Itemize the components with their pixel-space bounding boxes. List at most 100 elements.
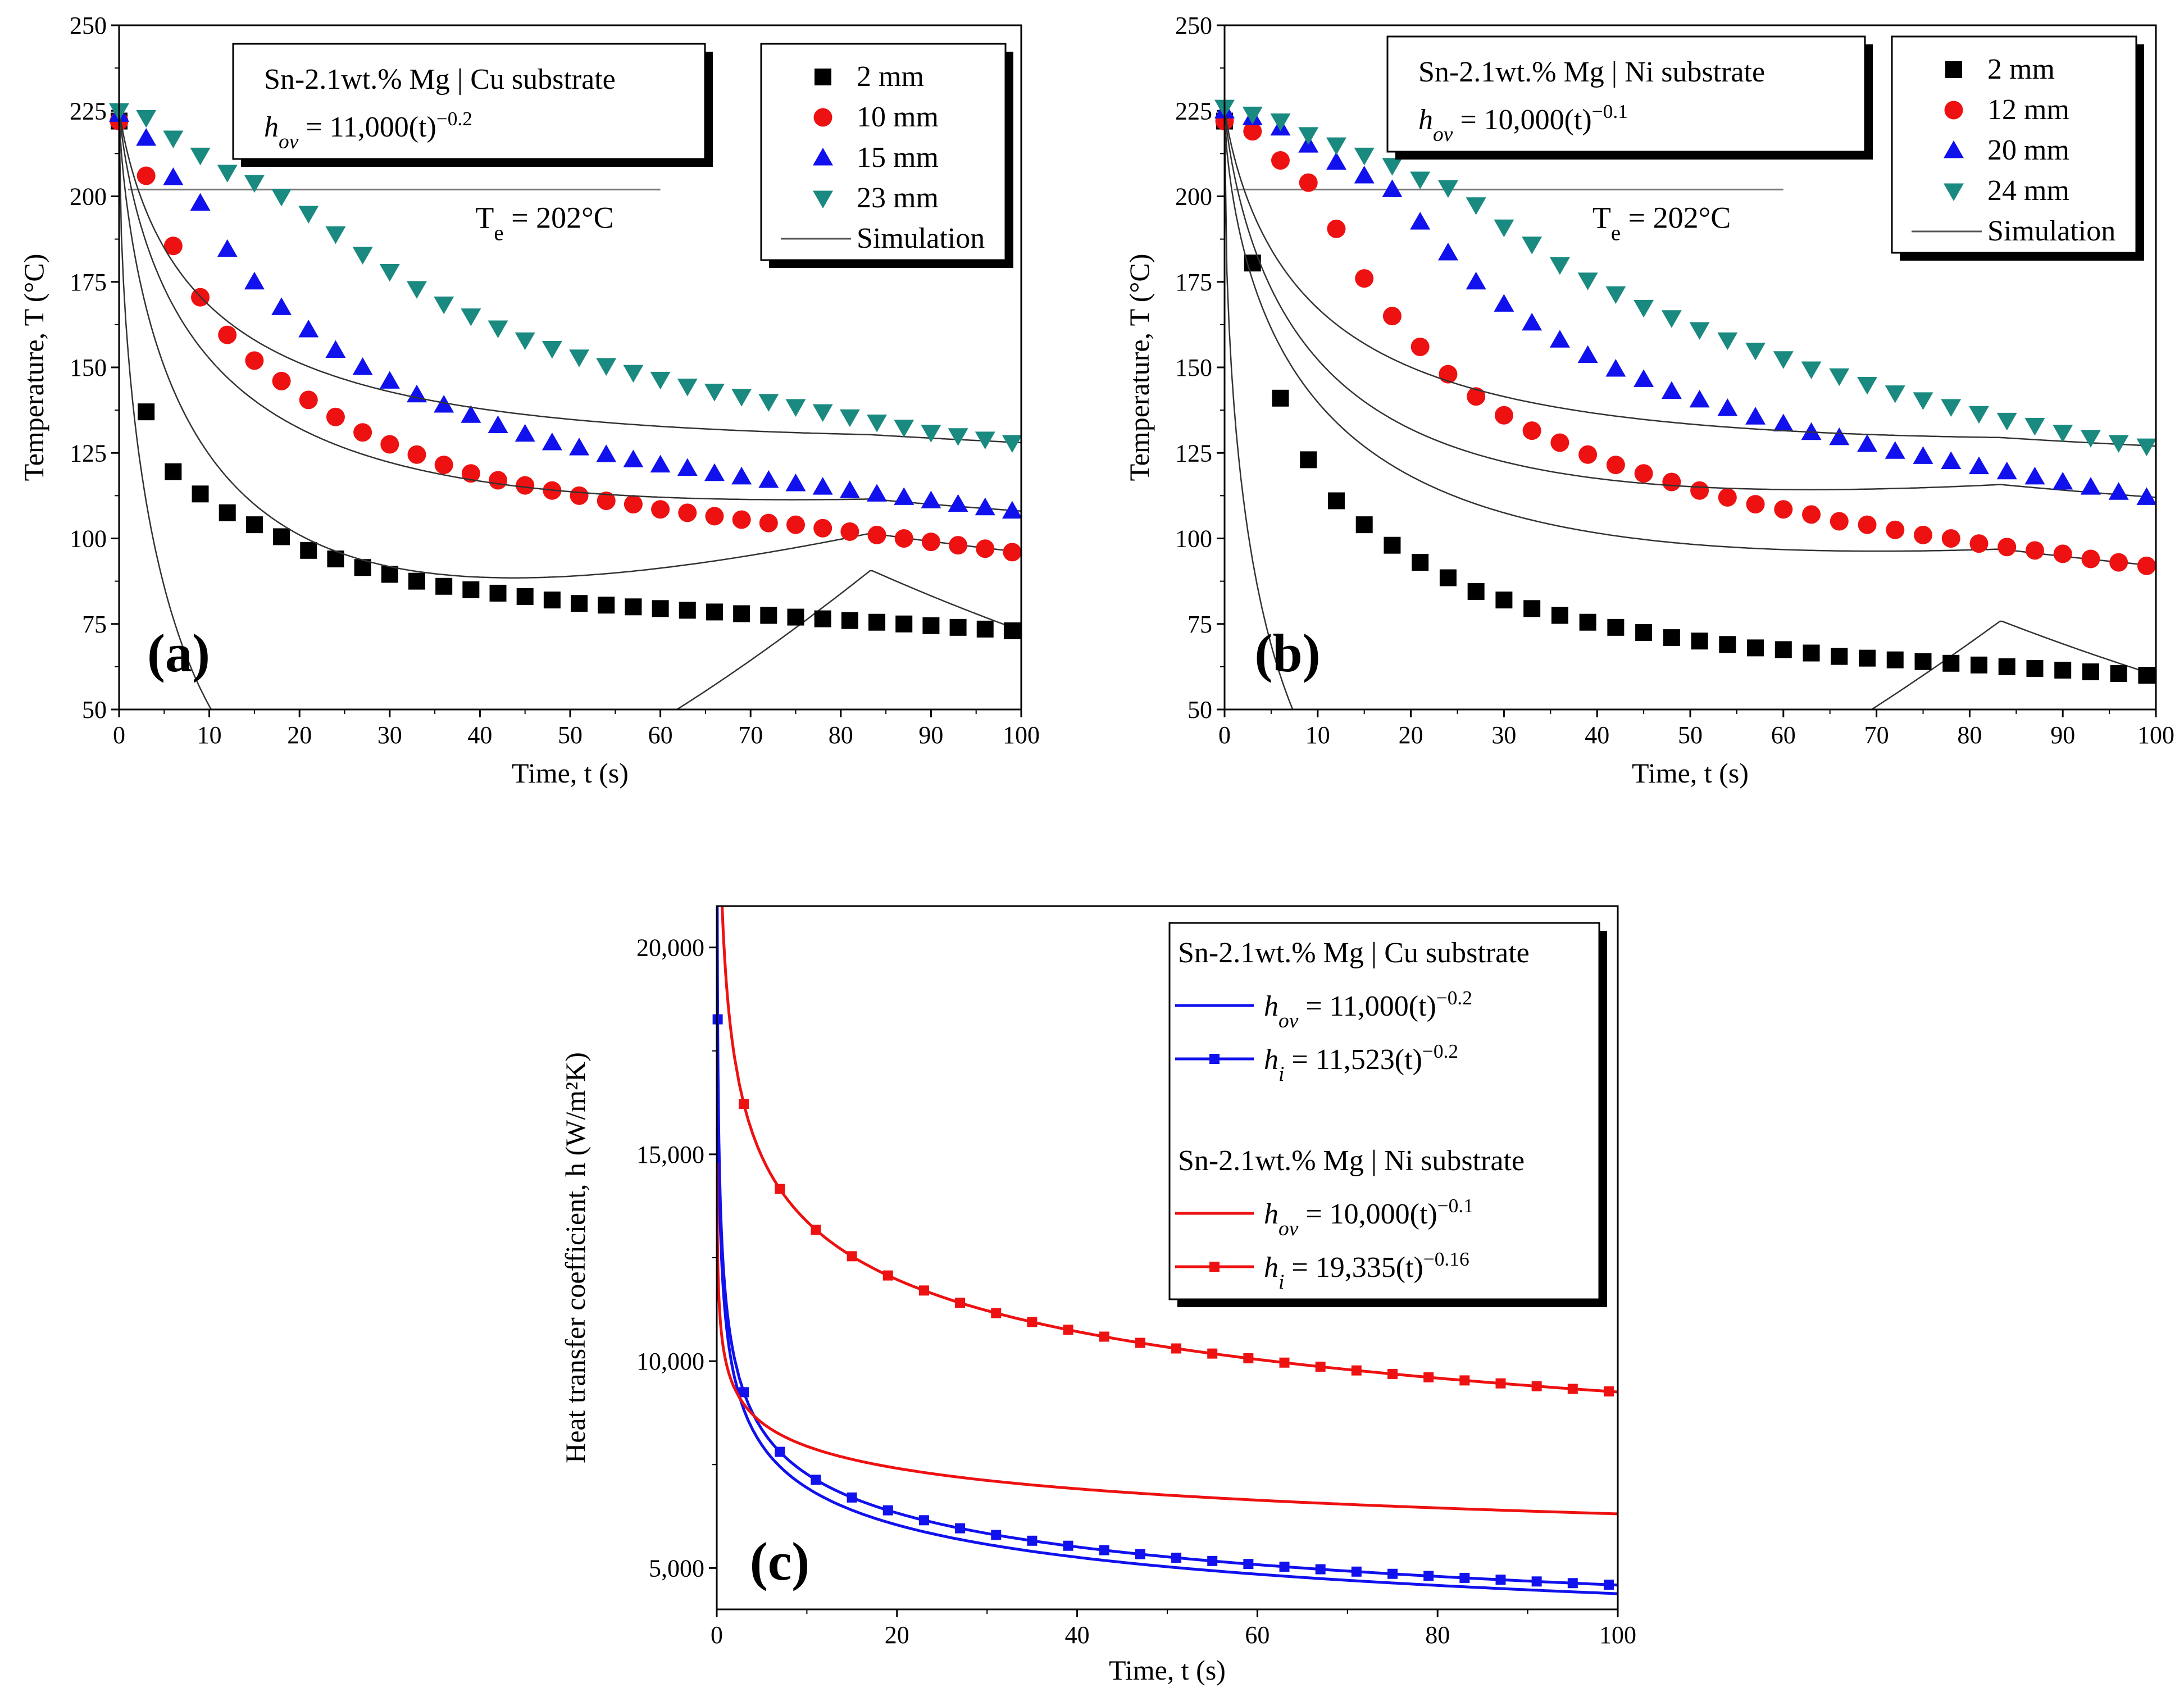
data-point xyxy=(1382,158,1403,176)
panel-label: (a) xyxy=(147,623,210,683)
x-tick-label: 80 xyxy=(1957,721,1982,749)
data-point xyxy=(1549,257,1570,275)
data-point xyxy=(1242,106,1263,125)
data-point xyxy=(163,167,184,185)
series-24-mm xyxy=(1214,99,2157,457)
data-point xyxy=(739,1387,749,1398)
y-tick-label: 250 xyxy=(1175,12,1212,39)
data-point xyxy=(381,566,398,583)
data-point xyxy=(1387,1368,1398,1379)
data-point xyxy=(732,510,751,529)
data-point xyxy=(1775,641,1792,658)
data-point xyxy=(1467,387,1486,406)
data-point xyxy=(678,503,697,522)
x-axis-label: Time, t (s) xyxy=(512,757,629,789)
data-point xyxy=(1207,1348,1218,1359)
data-point xyxy=(1412,554,1429,571)
data-point xyxy=(677,378,698,397)
data-point xyxy=(2080,430,2101,448)
infobox-equation-part: ov xyxy=(279,130,299,153)
legend-label-part: = 19,335(t) xyxy=(1284,1252,1423,1284)
legend-marker xyxy=(813,108,832,127)
data-point xyxy=(326,407,345,426)
data-point xyxy=(1467,583,1485,600)
data-point xyxy=(975,431,995,449)
y-tick-label: 125 xyxy=(1175,439,1212,467)
data-point xyxy=(569,438,590,456)
simulation-curve xyxy=(119,116,1021,709)
data-point xyxy=(1494,294,1514,312)
data-point xyxy=(921,490,941,509)
infobox-equation-part: −0.2 xyxy=(436,107,472,130)
data-point xyxy=(325,340,346,358)
data-point xyxy=(1522,312,1543,331)
y-tick-label: 225 xyxy=(70,97,107,125)
data-point xyxy=(1171,1553,1182,1563)
legend-marker xyxy=(813,148,833,166)
data-point xyxy=(787,608,804,626)
legend-label-part: h xyxy=(1264,1044,1278,1076)
te-label-part: T xyxy=(475,201,494,234)
data-point xyxy=(1857,434,1878,452)
data-point xyxy=(597,492,616,511)
infobox-equation: hov = 11,000(t)−0.2 xyxy=(264,107,472,153)
data-point xyxy=(1941,451,1962,469)
data-point xyxy=(192,485,209,503)
data-point xyxy=(1661,381,1682,399)
data-point xyxy=(2054,661,2072,679)
series-h_i-Ni xyxy=(721,906,1618,1396)
data-point xyxy=(245,351,264,370)
data-point xyxy=(814,610,831,627)
x-tick-label: 30 xyxy=(1491,721,1516,749)
data-point xyxy=(1270,113,1291,131)
data-point xyxy=(2137,556,2156,575)
data-point xyxy=(1996,412,2017,431)
data-point xyxy=(1171,1343,1182,1354)
panel-b-temperature-ni: 0 10 20 30 40 50 60 70 80 90 100 50 75 100 125 150 175 20… xyxy=(1123,12,2174,789)
data-point xyxy=(811,1225,821,1235)
data-point xyxy=(1634,369,1654,387)
y-axis-label: Temperature, T (°C) xyxy=(1123,254,1155,481)
x-axis-label: Time, t (s) xyxy=(1109,1654,1226,1686)
data-point xyxy=(489,584,507,602)
data-point xyxy=(1774,500,1793,519)
data-point xyxy=(406,384,427,403)
x-tick-label: 40 xyxy=(1065,1621,1090,1649)
data-point xyxy=(165,463,182,480)
x-tick-label: 90 xyxy=(918,721,943,749)
data-point xyxy=(1773,413,1794,431)
infobox-title: Sn-2.1wt.% Mg | Ni substrate xyxy=(1418,56,1765,88)
series-23-mm xyxy=(109,103,1022,453)
data-point xyxy=(705,507,724,526)
data-point xyxy=(1299,173,1318,192)
data-point xyxy=(1567,1578,1578,1589)
y-tick-label: 10,000 xyxy=(636,1348,704,1375)
x-tick-label: 40 xyxy=(1585,721,1609,749)
data-point xyxy=(1970,656,1987,674)
data-point xyxy=(1579,613,1596,631)
series-h_ov-Ni xyxy=(717,1163,1618,1516)
data-point xyxy=(271,297,292,315)
data-point xyxy=(1466,271,1486,290)
data-point xyxy=(841,612,858,629)
data-point xyxy=(921,533,940,552)
data-point xyxy=(812,404,833,422)
data-point xyxy=(623,365,644,383)
data-point xyxy=(785,474,806,492)
data-point xyxy=(596,358,617,376)
data-point xyxy=(1577,345,1598,363)
data-point xyxy=(271,189,292,207)
data-point xyxy=(2136,438,2157,457)
legend-label-part: h xyxy=(1264,990,1278,1022)
x-tick-label: 20 xyxy=(885,1621,909,1649)
data-point xyxy=(1326,137,1346,156)
data-point xyxy=(1635,624,1653,641)
data-point xyxy=(733,605,750,622)
data-point xyxy=(1689,322,1710,340)
data-point xyxy=(1351,1365,1362,1376)
data-point xyxy=(1326,152,1346,170)
data-point xyxy=(706,603,723,621)
data-point xyxy=(1327,219,1346,238)
y-tick-label: 175 xyxy=(1175,269,1212,296)
data-point xyxy=(1494,219,1514,238)
